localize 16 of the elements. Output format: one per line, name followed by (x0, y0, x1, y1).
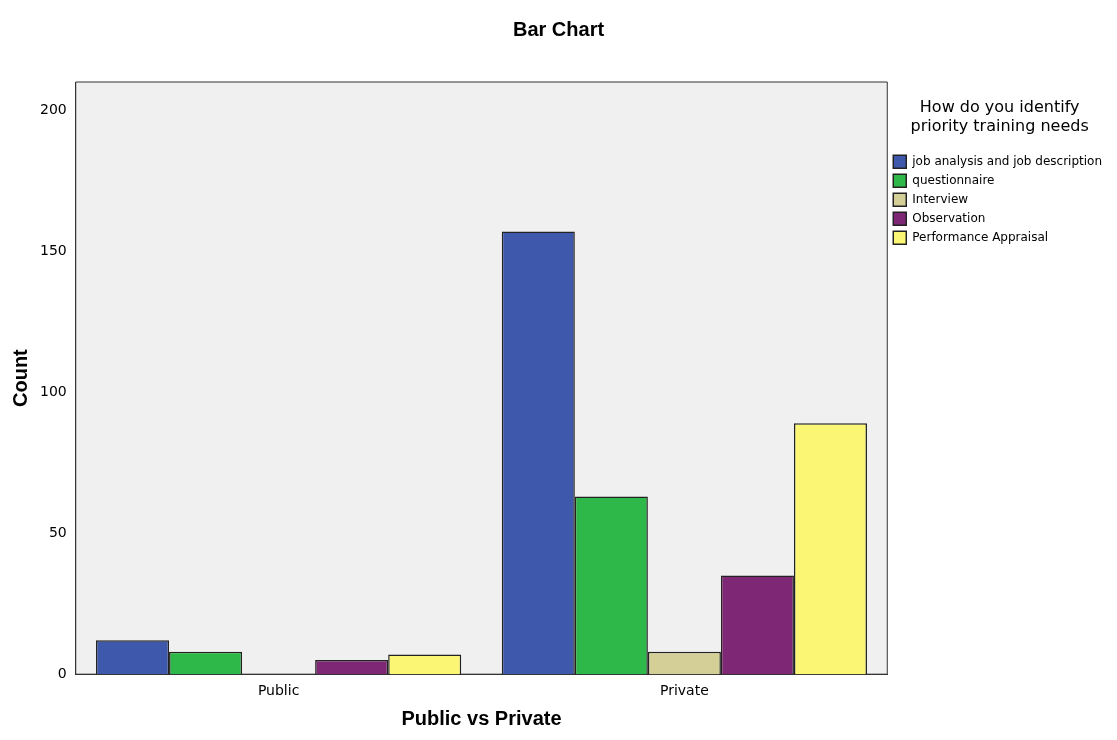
chart-title: Bar Chart (512, 17, 605, 40)
x-axis-title: Public vs Private (401, 706, 562, 729)
x-tick-label: Private (659, 682, 709, 699)
legend-label: questionnaire (912, 172, 995, 187)
x-tick-label: Public (257, 682, 300, 699)
legend-label: Observation (912, 210, 986, 225)
y-tick-label: 150 (39, 241, 67, 258)
y-tick-label: 200 (39, 100, 67, 117)
y-tick-label: 50 (48, 523, 67, 540)
y-tick-label: 0 (57, 664, 67, 681)
legend-label: Performance Appraisal (912, 229, 1049, 244)
y-tick-label: 100 (39, 382, 67, 399)
y-axis-title: Count (8, 348, 31, 407)
legend-title: How do you identify priority training needs (910, 97, 1089, 136)
legend-label: job analysis and job description (911, 153, 1103, 168)
legend-label: Interview (912, 191, 969, 206)
